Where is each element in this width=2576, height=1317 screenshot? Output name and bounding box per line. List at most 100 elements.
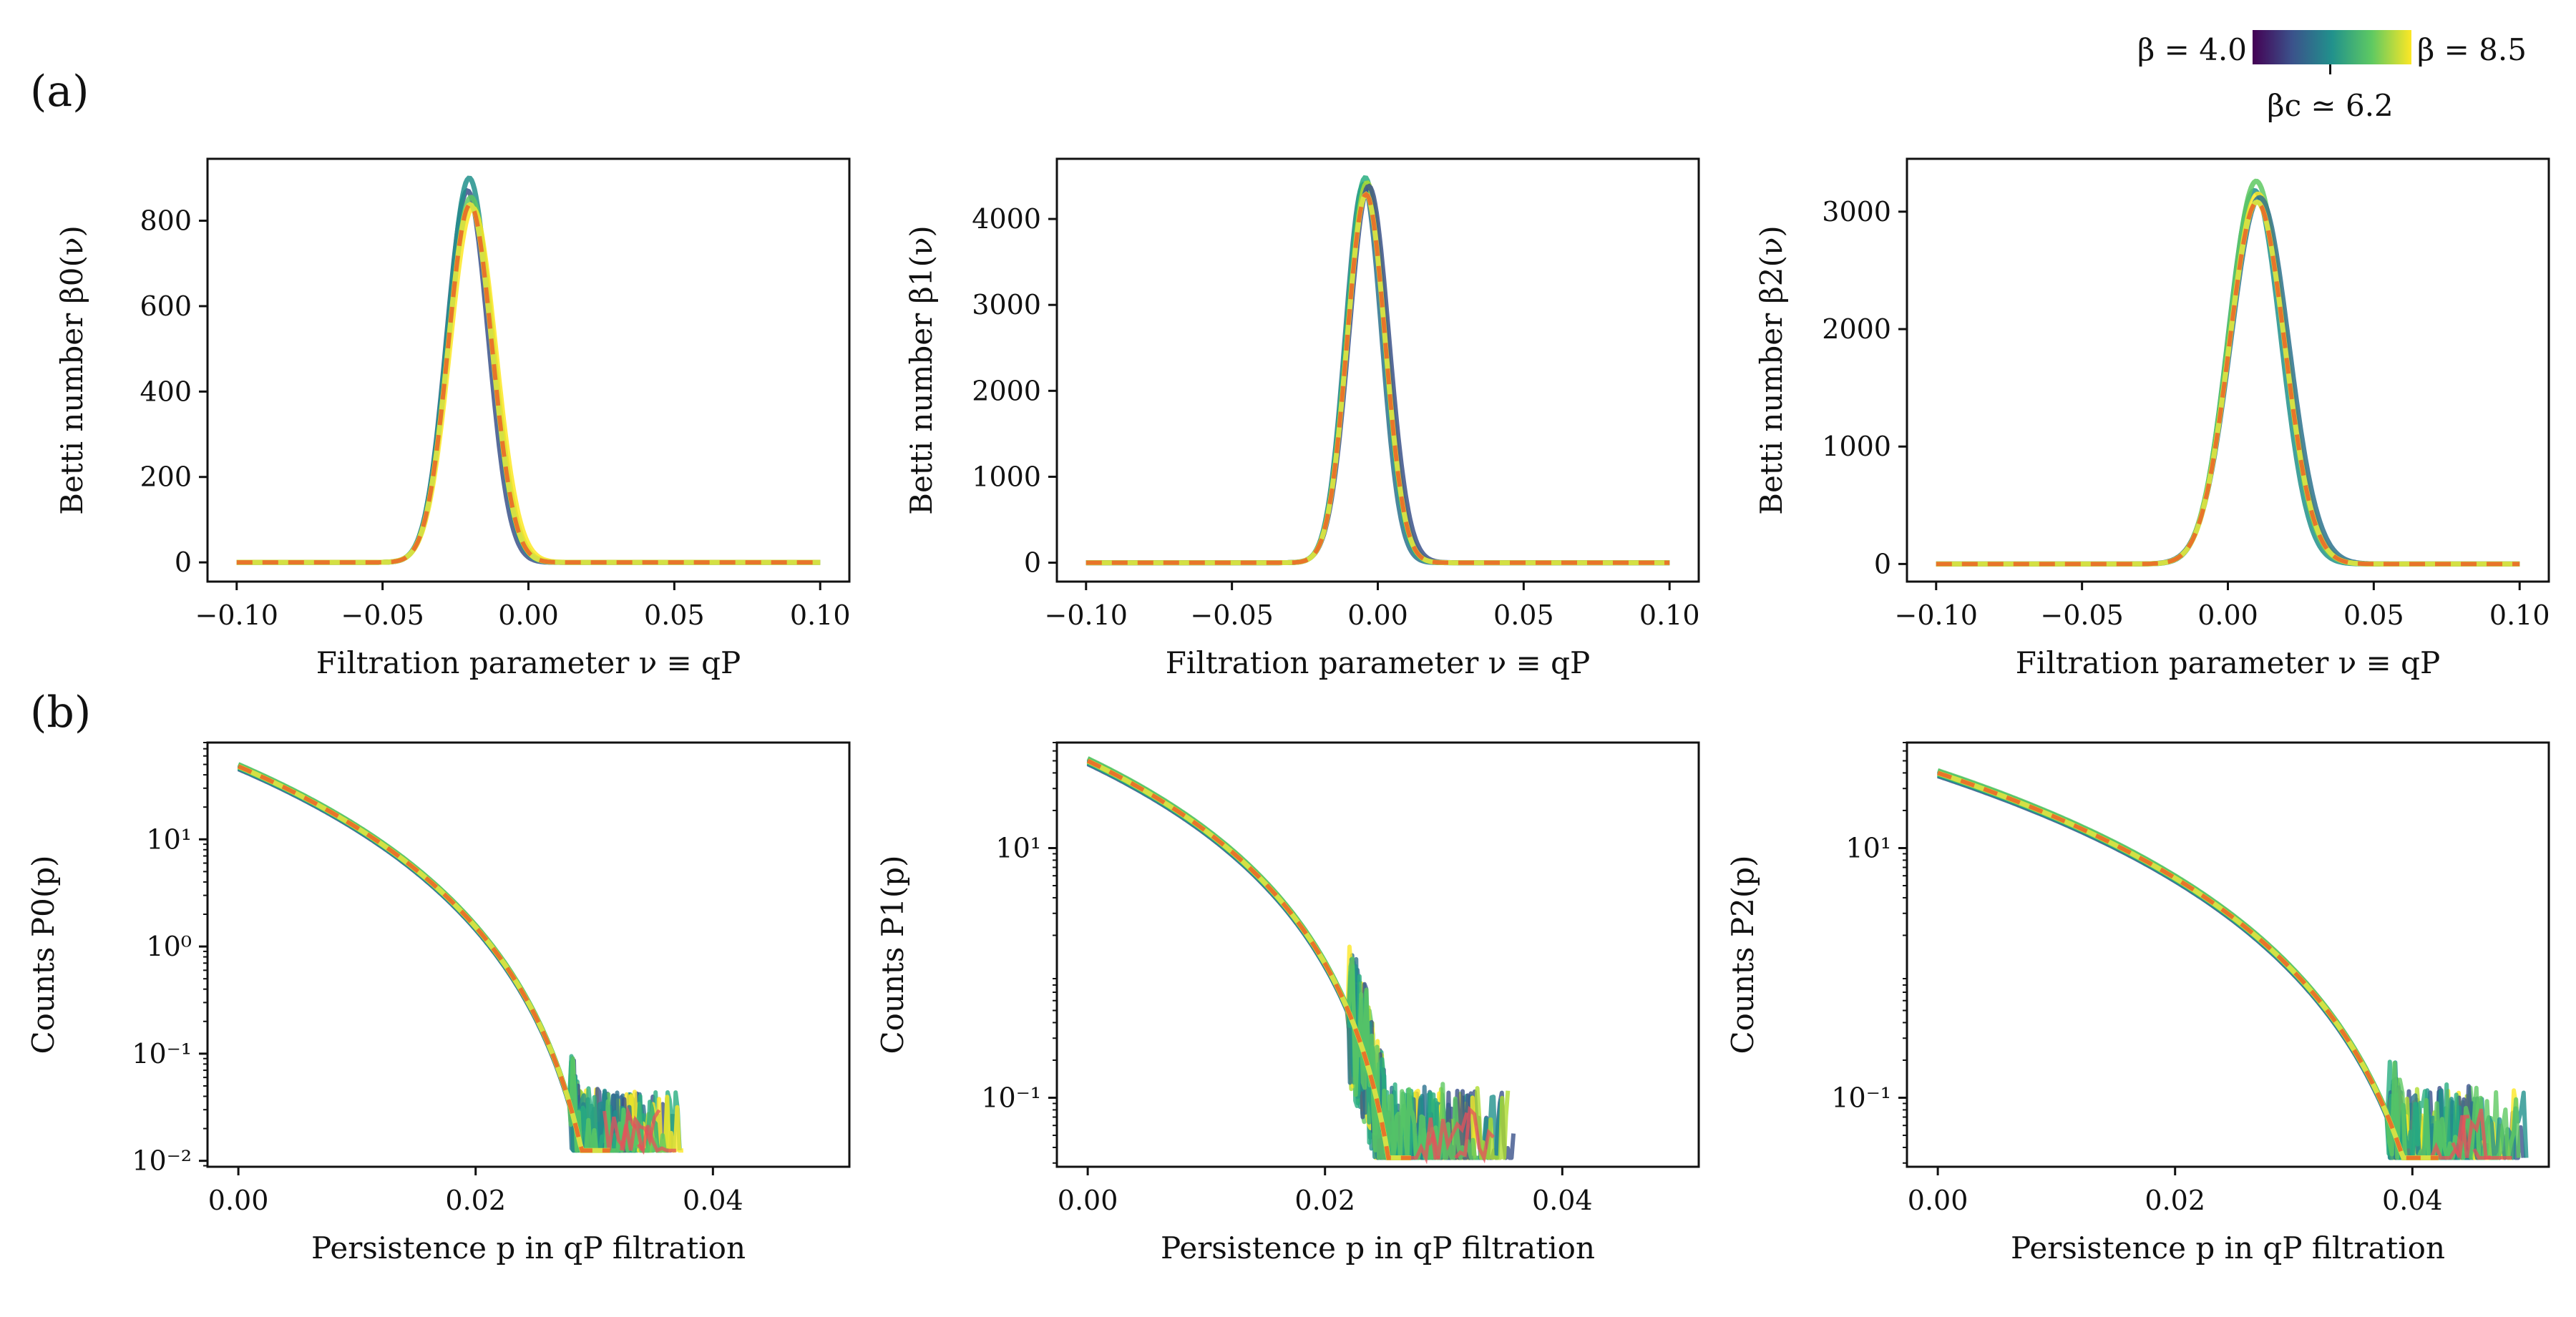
subplot-b-1: 0.00 0.02 0.04 10⁻¹ 10¹ Persistence p in qP f…: [875, 741, 1700, 1265]
x-tick-label: −0.10: [1895, 599, 1978, 631]
y-tick-label: 3000: [1822, 196, 1891, 227]
x-axis-label: Filtration parameter ν ≡ qP: [316, 645, 741, 680]
mean-dashed-line: [1937, 770, 2439, 1160]
tail-fragment-line: [1427, 1112, 1469, 1159]
x-tick-label: 0.05: [1493, 599, 1554, 631]
plot-lines: [1936, 178, 2520, 567]
y-axis-label: Betti number β2(ν): [1754, 225, 1789, 515]
y-tick-label: 1000: [972, 461, 1041, 492]
beta-series-line: [236, 195, 821, 565]
x-tick-label: 0.04: [1532, 1185, 1593, 1216]
y-tick-label: 400: [140, 376, 192, 407]
axes-frame: [206, 741, 851, 1168]
mean-line: [236, 202, 821, 565]
panel-label-b: (b): [30, 687, 91, 738]
y-tick-label: 4000: [972, 203, 1041, 235]
plot-lines: [237, 762, 683, 1155]
persistence-series-line: [1937, 774, 2526, 1160]
x-tick-label: 0.00: [498, 599, 559, 631]
beta-series-line: [236, 205, 821, 565]
x-tick-label: −0.05: [1190, 599, 1273, 631]
mean-line: [1936, 770, 2439, 1160]
x-axis-label: Filtration parameter ν ≡ qP: [1166, 645, 1590, 680]
tail-fragment-line: [1454, 1105, 1496, 1164]
subplot-b-0: 0.00 0.02 0.04 10⁻² 10⁻¹ 10⁰ 10¹ Persistence p …: [26, 741, 851, 1265]
y-tick-label: 10⁻¹: [132, 1038, 192, 1069]
mean-dashed-line: [1086, 758, 1411, 1160]
mean-dashed-line: [236, 202, 821, 565]
tail-fragment-line: [2451, 1108, 2492, 1160]
y-tick-label: 0: [175, 547, 192, 578]
x-tick-label: 0.02: [445, 1185, 506, 1216]
x-tick-label: 0.04: [683, 1185, 743, 1216]
beta-series-line: [236, 187, 821, 565]
subplot-a-2: −0.10 −0.05 0.00 0.05 0.10 0 1000 2000 3000 Filtr…: [1754, 157, 2550, 680]
y-tick-label: 10¹: [995, 832, 1041, 863]
x-tick-label: 0.10: [1639, 599, 1700, 631]
x-axis-label: Persistence p in qP filtration: [2011, 1230, 2445, 1265]
y-tick-label: 10¹: [1845, 832, 1891, 863]
x-tick-label: 0.10: [2489, 599, 2550, 631]
x-axis-label: Filtration parameter ν ≡ qP: [2016, 645, 2440, 680]
y-tick-label: 1000: [1822, 431, 1891, 462]
tail-fragment-line: [619, 1109, 661, 1151]
colorbar-max-label: β = 8.5: [2417, 32, 2527, 67]
y-tick-label: 800: [140, 205, 192, 237]
y-tick-label: 10⁻¹: [1831, 1082, 1891, 1114]
y-axis-label: Betti number β0(ν): [54, 225, 89, 515]
x-tick-label: −0.05: [341, 599, 424, 631]
tail-fragment-line: [2472, 1148, 2512, 1160]
colorbar-gradient: [2253, 30, 2411, 64]
y-tick-label: 10⁻¹: [981, 1082, 1041, 1114]
x-tick-label: −0.10: [195, 599, 278, 631]
subplot-a-0: −0.10 −0.05 0.00 0.05 0.10 0 200 400 600 800 Filtr…: [54, 157, 851, 680]
panel-label-a: (a): [30, 67, 89, 117]
x-tick-label: 0.00: [208, 1185, 269, 1216]
x-tick-label: 0.04: [2382, 1185, 2443, 1216]
persistence-series-line: [237, 765, 682, 1153]
y-tick-label: 10⁰: [146, 931, 192, 962]
y-tick-label: 200: [140, 461, 192, 493]
x-tick-label: 0.00: [1058, 1185, 1118, 1216]
y-tick-label: 0: [1874, 548, 1891, 579]
y-axis-label: Counts P2(p): [1725, 856, 1760, 1054]
x-tick-label: −0.05: [2040, 599, 2123, 631]
x-axis-label: Persistence p in qP filtration: [311, 1230, 746, 1265]
y-tick-label: 3000: [972, 289, 1041, 320]
mean-dashed-line: [237, 764, 610, 1153]
y-axis-label: Counts P1(p): [875, 856, 910, 1054]
axes-frame: [206, 157, 851, 583]
beta-series-line: [1936, 195, 2520, 567]
subplot-a-1: −0.10 −0.05 0.00 0.05 0.10 0 1000 2000 3000 4000 F…: [904, 157, 1700, 680]
y-tick-label: 10⁻²: [132, 1145, 192, 1177]
y-tick-label: 0: [1024, 547, 1041, 579]
colorbar-critical-label: βc ≃ 6.2: [2267, 88, 2394, 123]
x-tick-label: 0.02: [2145, 1185, 2205, 1216]
tail-fragment-line: [636, 1125, 676, 1155]
mean-dashed-line: [1936, 200, 2520, 567]
y-tick-label: 600: [140, 290, 192, 322]
plot-lines: [1085, 175, 1670, 566]
x-tick-label: 0.00: [1347, 599, 1408, 631]
beta-series-line: [236, 175, 821, 565]
mean-dashed-line: [1085, 191, 1670, 565]
x-tick-label: 0.00: [1908, 1185, 1968, 1216]
y-tick-label: 2000: [1822, 313, 1891, 345]
axes-frame: [1055, 741, 1700, 1168]
x-tick-label: 0.10: [790, 599, 851, 631]
x-tick-label: 0.05: [2343, 599, 2404, 631]
plot-lines: [1936, 768, 2529, 1160]
colorbar-min-label: β = 4.0: [2137, 32, 2247, 67]
y-axis-label: Betti number β1(ν): [904, 225, 939, 515]
persistence-series-line: [1086, 758, 1477, 1160]
y-tick-label: 2000: [972, 375, 1041, 406]
axes-frame: [1906, 741, 2550, 1168]
y-axis-label: Counts P0(p): [26, 856, 61, 1054]
colorbar: β = 4.0 β = 8.5 βc ≃ 6.2: [2137, 30, 2527, 123]
y-tick-label: 10¹: [146, 823, 192, 855]
x-tick-label: −0.10: [1045, 599, 1128, 631]
x-tick-label: 0.02: [1294, 1185, 1355, 1216]
x-tick-label: 0.00: [2197, 599, 2258, 631]
subplot-b-2: 0.00 0.02 0.04 10⁻¹ 10¹ Persistence p in qP f…: [1725, 741, 2550, 1265]
